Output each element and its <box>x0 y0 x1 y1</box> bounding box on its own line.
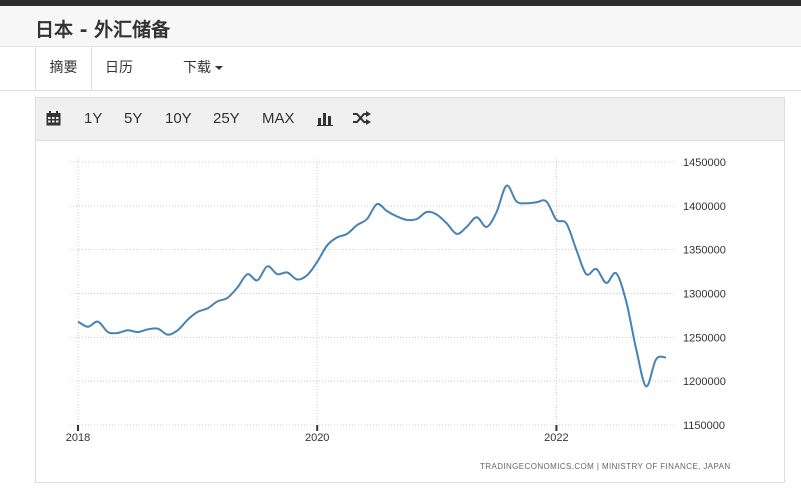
tab-bar: 摘要 日历 下载 <box>0 46 801 91</box>
x-axis: 2018 2020 2022 <box>66 425 569 444</box>
top-bar <box>0 0 801 6</box>
y-tick-label: 1200000 <box>683 376 726 388</box>
range-10y-button[interactable]: 10Y <box>165 110 192 127</box>
bar-chart-icon[interactable] <box>317 111 333 127</box>
y-tick-label: 1300000 <box>683 289 726 301</box>
y-tick-label: 1450000 <box>683 157 726 169</box>
tab-calendar-label: 日历 <box>105 60 133 76</box>
range-1y-button[interactable]: 1Y <box>84 110 103 127</box>
chevron-down-icon <box>215 66 223 70</box>
y-tick-label: 1250000 <box>683 332 726 344</box>
calendar-icon[interactable] <box>46 111 61 127</box>
tab-summary[interactable]: 摘要 <box>35 47 92 90</box>
tab-calendar[interactable]: 日历 <box>105 47 145 89</box>
x-tick-label: 2020 <box>305 432 329 444</box>
y-tick-label: 1400000 <box>683 201 726 213</box>
chart-grid <box>70 158 676 426</box>
y-tick-label: 1150000 <box>683 420 725 432</box>
range-5y-button[interactable]: 5Y <box>124 110 143 127</box>
range-max-button[interactable]: MAX <box>262 110 295 127</box>
y-tick-label: 1350000 <box>683 245 726 257</box>
title-row: 日本 - 外汇储备 <box>0 6 801 46</box>
source-credit-text: TRADINGECONOMICS.COM | MINISTRY OF FINAN… <box>480 462 731 471</box>
line-chart: 2018 2020 2022 1450000 1400000 1350000 130000… <box>66 157 726 444</box>
series-line <box>77 184 667 388</box>
x-tick-label: 2018 <box>66 432 90 444</box>
tab-summary-label: 摘要 <box>49 60 78 76</box>
chart-panel: 1Y 5Y 10Y 25Y MAX 2018 2020 2022 1450000 14… <box>35 97 785 483</box>
y-axis: 1450000 1400000 1350000 1300000 1250000 12000… <box>683 157 726 432</box>
shuffle-icon[interactable] <box>353 111 371 127</box>
tab-download[interactable]: 下载 <box>183 47 243 89</box>
range-25y-button[interactable]: 25Y <box>213 110 240 127</box>
x-tick-label: 2022 <box>544 432 568 444</box>
tab-download-label: 下载 <box>183 60 211 76</box>
chart-toolbar: 1Y 5Y 10Y 25Y MAX <box>36 98 784 141</box>
page-title: 日本 - 外汇储备 <box>35 19 171 41</box>
